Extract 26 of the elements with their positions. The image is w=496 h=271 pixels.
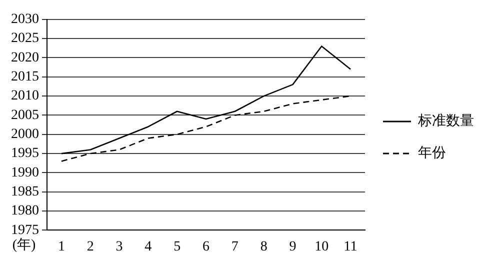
x-tick-label: 9 [289, 239, 296, 254]
x-tick-label: 3 [116, 239, 123, 254]
x-axis-title: (年) [12, 236, 36, 253]
y-tick-label: 2015 [11, 70, 39, 85]
y-tick-label: 2005 [11, 108, 39, 123]
x-tick-label: 11 [344, 239, 358, 254]
y-tick-label: 2000 [11, 127, 39, 142]
y-tick-label: 2030 [11, 12, 39, 28]
y-tick-label: 2010 [11, 88, 39, 104]
y-tick-label: 1985 [11, 184, 39, 200]
x-tick-label: 7 [231, 239, 238, 254]
x-tick-label: 5 [174, 239, 181, 254]
y-tick-label: 1980 [11, 204, 39, 219]
legend-label: 年份 [418, 145, 446, 162]
x-tick-label: 6 [202, 239, 210, 254]
x-tick-label: 2 [86, 239, 94, 254]
y-tick-label: 1995 [11, 146, 39, 162]
x-tick-label: 8 [260, 239, 268, 254]
y-tick-label: 1990 [11, 165, 39, 180]
x-tick-label: 4 [144, 239, 152, 254]
x-tick-label: 10 [314, 239, 329, 254]
x-tick-label: 1 [58, 239, 65, 254]
y-tick-label: 2020 [11, 50, 39, 66]
y-tick-label: 2025 [11, 31, 39, 46]
legend-label: 标准数量 [417, 113, 474, 130]
y-tick-label: 1975 [11, 222, 39, 238]
